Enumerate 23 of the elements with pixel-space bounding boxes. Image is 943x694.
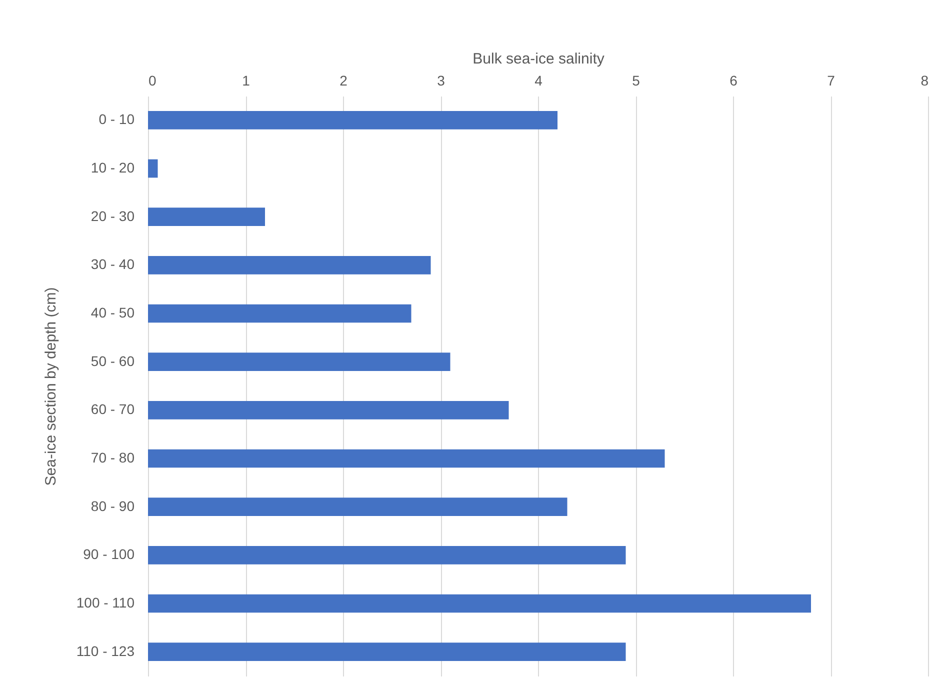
- y-tick-label: 110 - 123: [76, 642, 135, 659]
- y-tick-label: 20 - 30: [90, 208, 135, 224]
- y-tick-label: 70 - 80: [90, 450, 135, 466]
- x-tick-label: 5: [632, 72, 640, 88]
- y-tick-label: 60 - 70: [90, 401, 135, 418]
- y-tick-label: 90 - 100: [83, 546, 135, 562]
- y-tick-label: 100 - 110: [76, 594, 135, 610]
- x-tick-label: 4: [534, 72, 543, 88]
- y-tick-label: 50 - 60: [90, 352, 135, 369]
- x-tick-label: 6: [730, 72, 738, 88]
- x-tick-label: 0: [148, 72, 156, 88]
- x-tick-label: 2: [340, 72, 348, 88]
- y-axis-title: Sea-ice section by depth (cm): [42, 287, 60, 486]
- y-tick-label: 0 - 10: [98, 111, 135, 128]
- y-tick-label: 10 - 20: [90, 160, 135, 176]
- y-tick-label: 80 - 90: [90, 498, 135, 514]
- y-tick-label: 30 - 40: [90, 256, 135, 272]
- x-tick-label: 7: [827, 72, 836, 88]
- x-tick-label: 3: [437, 72, 446, 88]
- x-tick-label: 8: [920, 72, 929, 88]
- y-tick-label: 40 - 50: [90, 304, 135, 320]
- x-axis-title: Bulk sea-ice salinity: [472, 50, 605, 68]
- x-tick-label: 1: [242, 72, 250, 88]
